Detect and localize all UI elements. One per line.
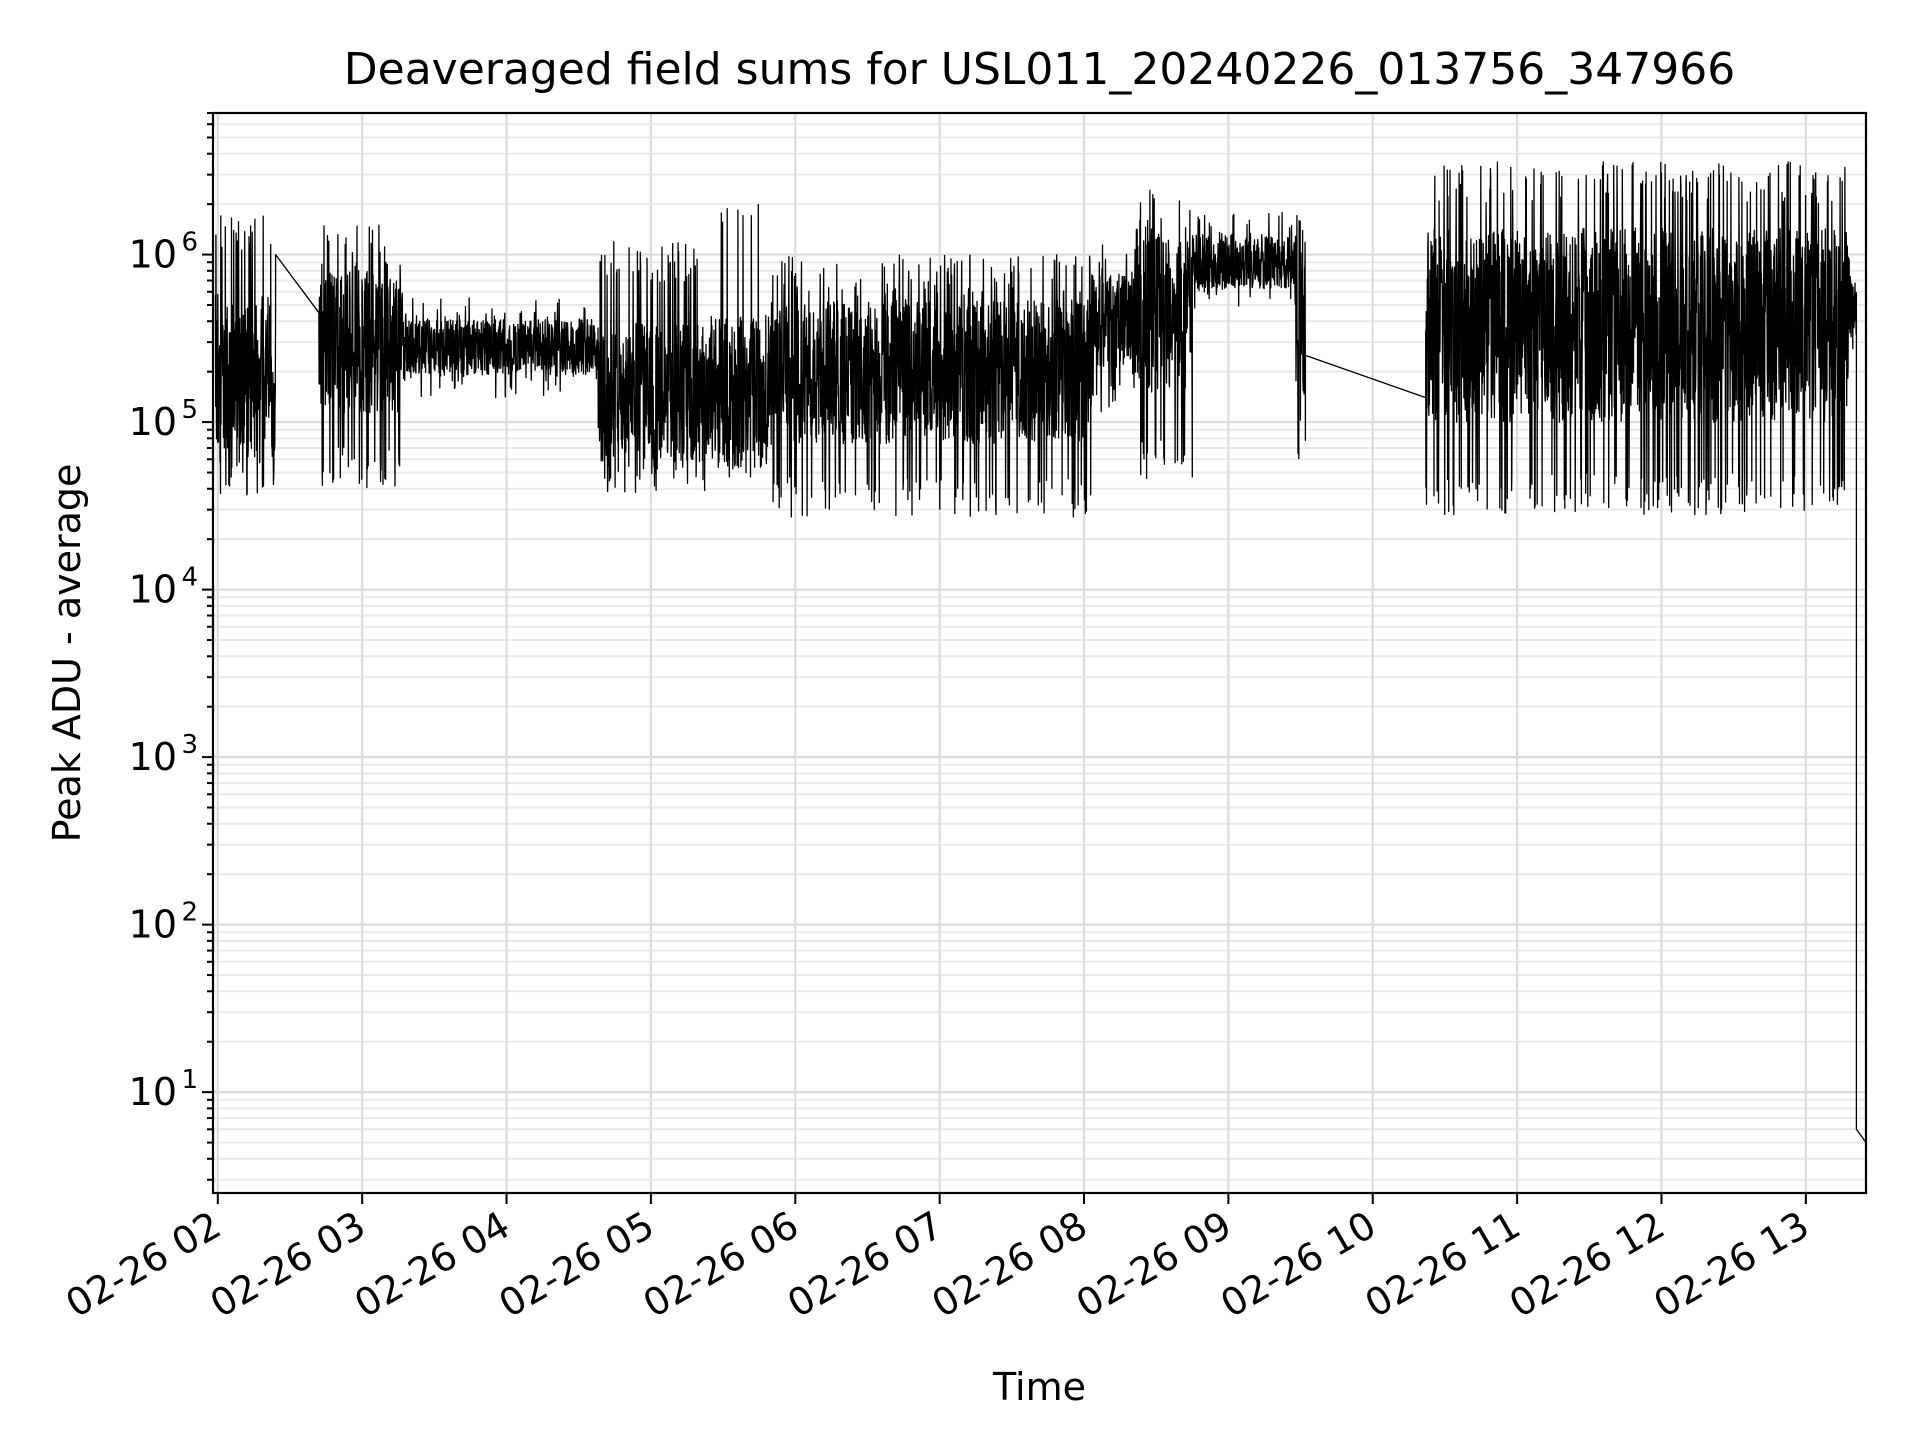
y-tick-label: 10 (129, 903, 177, 947)
y-tick-label: 10 (129, 735, 177, 779)
y-tick-label: 10 (129, 400, 177, 444)
y-tick-label: 10 (129, 233, 177, 277)
y-tick-label: 10 (129, 568, 177, 612)
y-tick-exponent: 1 (181, 1065, 198, 1095)
y-tick-exponent: 4 (181, 563, 198, 593)
y-axis-label: Peak ADU - average (45, 464, 89, 843)
y-tick-exponent: 3 (181, 730, 198, 760)
y-tick-exponent: 6 (181, 228, 198, 258)
series-line (214, 161, 1867, 1143)
y-tick-label: 10 (129, 1070, 177, 1114)
y-tick-exponent: 2 (181, 898, 198, 928)
plot-frame (211, 111, 1868, 1195)
y-tick-exponent: 5 (181, 395, 198, 425)
series-line-group (214, 161, 1867, 1143)
x-axis-label: Time (992, 1365, 1086, 1409)
chart-title: Deaveraged field sums for USL011_2024022… (344, 44, 1736, 95)
